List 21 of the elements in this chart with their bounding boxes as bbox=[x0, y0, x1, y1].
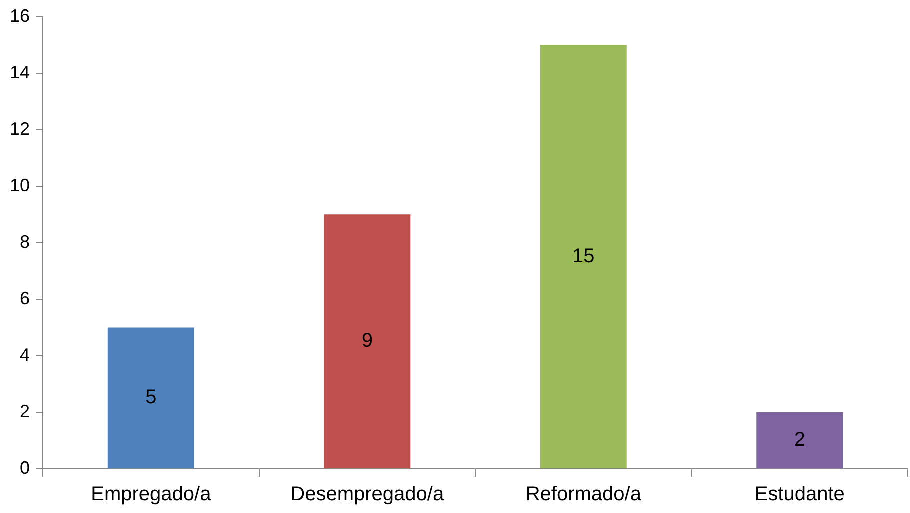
data-label: 9 bbox=[362, 330, 373, 352]
y-tick-label: 14 bbox=[10, 62, 30, 82]
data-label: 2 bbox=[794, 429, 806, 452]
y-tick-label: 16 bbox=[10, 6, 30, 26]
bar bbox=[540, 45, 627, 468]
y-tick-label: 8 bbox=[20, 232, 30, 252]
data-label: 15 bbox=[572, 245, 595, 268]
bar bbox=[108, 328, 194, 468]
y-tick-label: 0 bbox=[20, 458, 30, 478]
bar bbox=[756, 412, 844, 468]
y-tick-label: 2 bbox=[20, 401, 30, 422]
x-tick-label: Desempregado/a bbox=[290, 484, 445, 506]
data-label: 5 bbox=[146, 386, 157, 409]
y-tick-label: 4 bbox=[20, 344, 30, 365]
x-tick-label: Estudante bbox=[754, 484, 845, 506]
y-tick-label: 10 bbox=[10, 175, 30, 196]
y-tick-label: 12 bbox=[10, 118, 30, 139]
x-tick-label: Reformado/a bbox=[526, 484, 642, 506]
y-tick-label: 6 bbox=[20, 288, 30, 308]
x-tick-label: Empregado/a bbox=[91, 484, 212, 506]
bar bbox=[324, 214, 411, 468]
